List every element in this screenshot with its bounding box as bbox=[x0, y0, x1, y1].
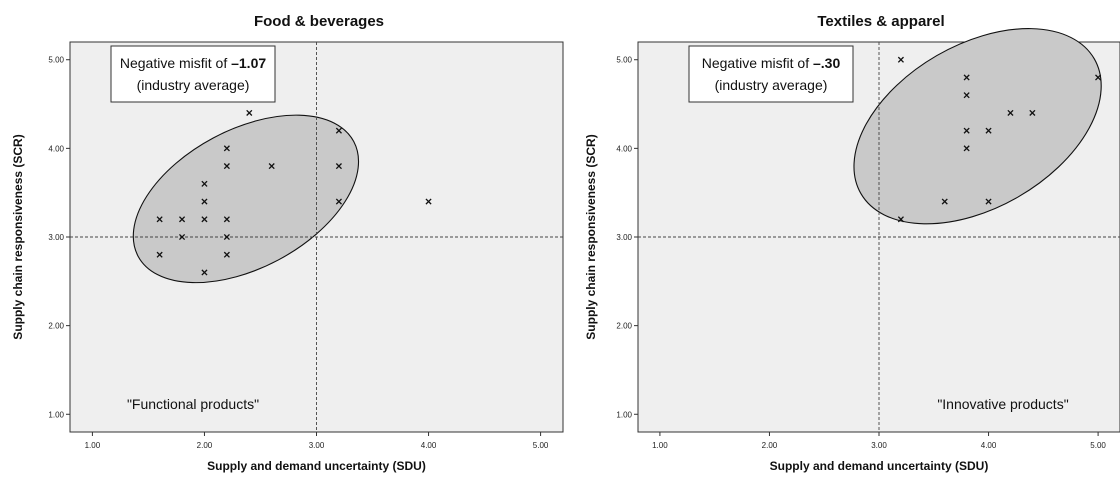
data-point bbox=[223, 145, 230, 152]
quadrant-label: "Functional products" bbox=[127, 396, 259, 412]
chart-panel-1: Food & beverages 1.00 2.00 3.00 4.00 5.00 1.00… bbox=[11, 13, 564, 473]
x-axis-label: Supply and demand uncertainty (SDU) bbox=[770, 459, 989, 473]
data-point bbox=[201, 269, 208, 276]
data-point bbox=[425, 198, 432, 205]
data-point bbox=[335, 198, 342, 205]
y-tick-label: 4.00 bbox=[48, 144, 64, 153]
data-point bbox=[963, 74, 970, 81]
y-tick-label: 1.00 bbox=[48, 410, 64, 419]
data-point bbox=[201, 198, 208, 205]
misfit-value: –.30 bbox=[813, 55, 840, 71]
data-point bbox=[963, 127, 970, 134]
y-axis-label: Supply chain responsiveness (SCR) bbox=[584, 134, 598, 339]
data-point bbox=[1095, 74, 1102, 81]
x-tick-label: 5.00 bbox=[533, 441, 549, 450]
annotation-line-2: (industry average) bbox=[715, 77, 828, 93]
data-point bbox=[201, 180, 208, 187]
cluster-ellipse bbox=[853, 28, 1102, 225]
data-point bbox=[985, 198, 992, 205]
data-point bbox=[178, 216, 186, 223]
data-point bbox=[223, 163, 230, 170]
annotation-line-1: Negative misfit of –.30 bbox=[702, 55, 841, 71]
y-tick-label: 4.00 bbox=[616, 144, 632, 153]
misfit-value: –1.07 bbox=[231, 55, 266, 71]
cluster-ellipse bbox=[132, 114, 360, 284]
annotation-line-2: (industry average) bbox=[137, 77, 250, 93]
x-tick-label: 4.00 bbox=[981, 441, 997, 450]
chart-title: Food & beverages bbox=[254, 13, 384, 30]
annotation-box bbox=[688, 45, 854, 103]
x-tick-label: 3.00 bbox=[309, 441, 325, 450]
data-point bbox=[897, 216, 904, 223]
y-tick-label: 2.00 bbox=[48, 322, 64, 331]
data-point bbox=[941, 198, 948, 205]
data-point bbox=[897, 56, 904, 63]
y-tick-label: 1.00 bbox=[616, 410, 632, 419]
x-axis-label: Supply and demand uncertainty (SDU) bbox=[207, 459, 426, 473]
data-point bbox=[268, 163, 275, 170]
data-point bbox=[178, 233, 186, 241]
chart-panel-2: Textiles & apparel 1.00 2.00 3.00 4.00 5.00 1.… bbox=[584, 13, 1120, 473]
y-tick-label: 2.00 bbox=[616, 322, 632, 331]
y-axis-label: Supply chain responsiveness (SCR) bbox=[11, 134, 25, 339]
data-point bbox=[335, 163, 342, 170]
data-point bbox=[335, 127, 342, 134]
y-tick-label: 5.00 bbox=[48, 56, 64, 65]
y-tick-label: 5.00 bbox=[616, 56, 632, 65]
data-point bbox=[963, 92, 970, 99]
x-tick-label: 5.00 bbox=[1090, 441, 1106, 450]
data-point bbox=[201, 216, 208, 223]
annotation-prefix: Negative misfit of bbox=[702, 55, 813, 71]
quadrant-label: "Innovative products" bbox=[937, 396, 1068, 412]
data-point bbox=[223, 233, 230, 241]
data-point bbox=[156, 216, 163, 223]
data-point bbox=[985, 127, 992, 134]
annotation-prefix: Negative misfit of bbox=[120, 55, 231, 71]
data-point bbox=[223, 216, 230, 223]
x-tick-label: 4.00 bbox=[421, 441, 437, 450]
chart-title: Textiles & apparel bbox=[817, 13, 944, 30]
y-tick-label: 3.00 bbox=[48, 233, 64, 242]
data-point bbox=[223, 251, 230, 258]
data-point bbox=[1007, 109, 1014, 116]
data-point bbox=[1029, 109, 1036, 116]
x-tick-label: 2.00 bbox=[762, 441, 778, 450]
x-tick-label: 3.00 bbox=[871, 441, 887, 450]
x-tick-label: 1.00 bbox=[85, 441, 101, 450]
x-tick-label: 2.00 bbox=[197, 441, 213, 450]
data-point bbox=[156, 251, 163, 258]
data-point bbox=[963, 145, 970, 152]
x-tick-label: 1.00 bbox=[652, 441, 668, 450]
data-point bbox=[246, 109, 253, 116]
annotation-line-1: Negative misfit of –1.07 bbox=[120, 55, 267, 71]
annotation-box bbox=[110, 45, 276, 103]
y-tick-label: 3.00 bbox=[616, 233, 632, 242]
